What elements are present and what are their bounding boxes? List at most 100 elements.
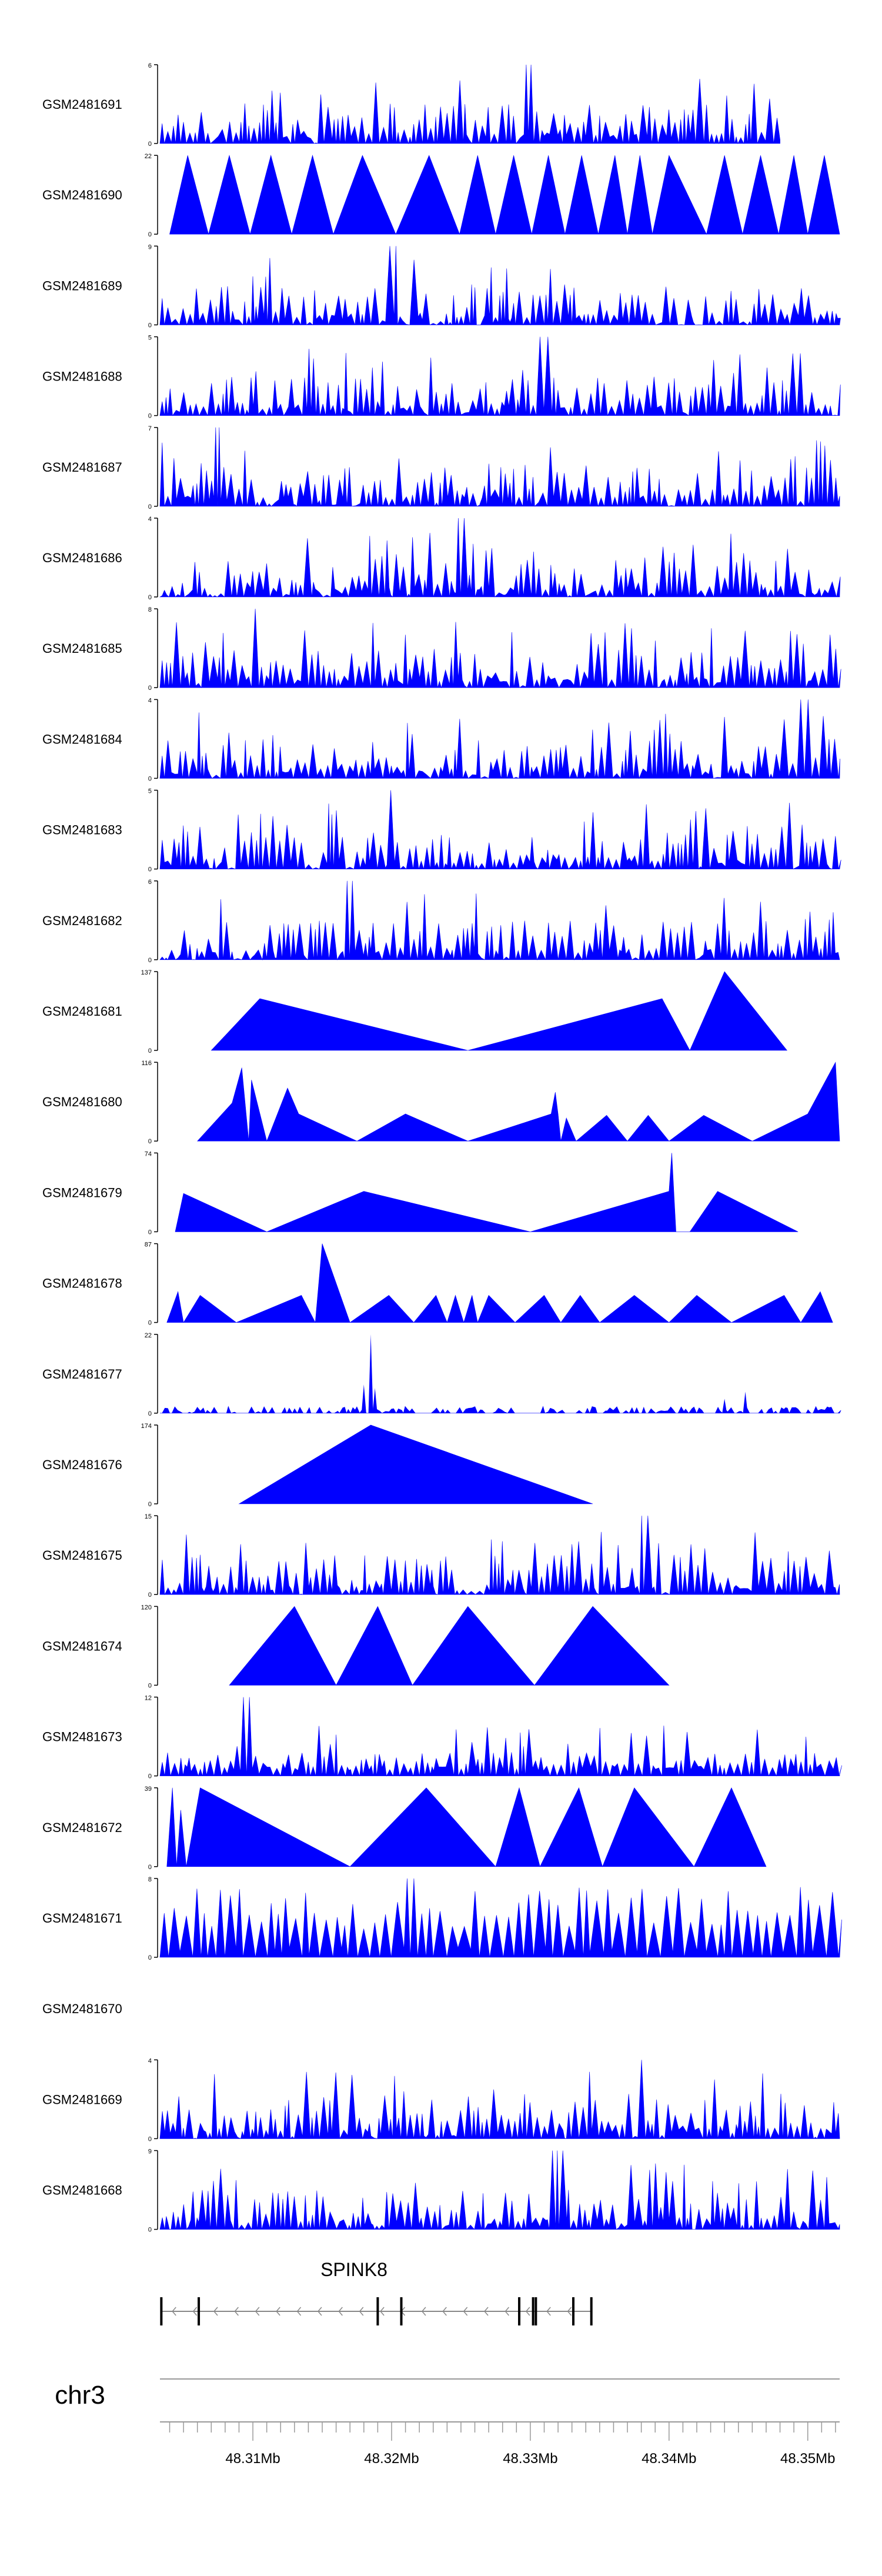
y-tick-label-zero: 0 bbox=[148, 1410, 152, 1417]
track-name: GSM2481678 bbox=[42, 1276, 122, 1291]
coverage-area bbox=[159, 427, 840, 507]
coverage-area bbox=[159, 2150, 840, 2230]
axis-tick-label: 48.34Mb bbox=[642, 2451, 696, 2467]
track-GSM2481683: GSM2481683 5 0 bbox=[42, 788, 841, 873]
track-GSM2481669: GSM2481669 4 0 bbox=[42, 2057, 840, 2143]
y-tick-label-zero: 0 bbox=[148, 2135, 152, 2143]
strand-arrow bbox=[567, 2307, 572, 2316]
y-tick-label-zero: 0 bbox=[148, 322, 152, 329]
y-tick-label-max: 39 bbox=[145, 1786, 152, 1793]
coverage-area bbox=[159, 1516, 840, 1596]
y-tick-label-zero: 0 bbox=[148, 866, 152, 873]
y-tick-label-zero: 0 bbox=[148, 1138, 152, 1145]
coverage-area bbox=[159, 790, 841, 870]
track-name: GSM2481686 bbox=[42, 550, 122, 565]
y-tick-label-max: 174 bbox=[141, 1423, 152, 1430]
y-tick-label-max: 12 bbox=[145, 1695, 152, 1702]
y-tick-label-zero: 0 bbox=[148, 503, 152, 510]
track-GSM2481677: GSM2481677 22 0 bbox=[42, 1332, 841, 1417]
y-tick-label-max: 74 bbox=[145, 1150, 152, 1157]
y-tick-label-zero: 0 bbox=[148, 1591, 152, 1599]
gene-exon bbox=[572, 2297, 575, 2325]
y-tick-label-zero: 0 bbox=[148, 1320, 152, 1327]
coverage-area bbox=[159, 1878, 842, 1958]
strand-arrow bbox=[276, 2307, 280, 2316]
coverage-area bbox=[159, 518, 841, 598]
track-GSM2481680: GSM2481680 116 0 bbox=[42, 1060, 840, 1145]
y-tick-label-zero: 0 bbox=[148, 1229, 152, 1236]
gene-label: SPINK8 bbox=[320, 2259, 387, 2280]
track-GSM2481691: GSM2481691 6 0 bbox=[42, 62, 780, 148]
track-name: GSM2481674 bbox=[42, 1639, 122, 1653]
gene-exon bbox=[534, 2297, 537, 2325]
track-name: GSM2481668 bbox=[42, 2183, 122, 2198]
coverage-area bbox=[160, 1406, 841, 1414]
strand-arrow bbox=[234, 2307, 239, 2316]
track-GSM2481675: GSM2481675 15 0 bbox=[42, 1513, 840, 1599]
track-GSM2481686: GSM2481686 4 0 bbox=[42, 516, 841, 601]
gene-exon bbox=[160, 2297, 163, 2325]
axis-tick-label: 48.35Mb bbox=[780, 2451, 835, 2467]
gene-model-track: SPINK8 bbox=[160, 2259, 593, 2325]
coverage-spike bbox=[372, 1388, 377, 1413]
strand-arrow bbox=[380, 2307, 385, 2316]
track-GSM2481685: GSM2481685 8 0 bbox=[42, 606, 841, 692]
y-tick-label-max: 120 bbox=[141, 1604, 152, 1611]
track-name: GSM2481690 bbox=[42, 188, 122, 202]
gene-exon bbox=[590, 2297, 593, 2325]
y-tick-label-zero: 0 bbox=[148, 1954, 152, 1961]
track-name: GSM2481672 bbox=[42, 1820, 122, 1835]
track-GSM2481689: GSM2481689 9 0 bbox=[42, 243, 841, 329]
y-tick-label-max: 15 bbox=[145, 1513, 152, 1520]
strand-arrow bbox=[546, 2307, 551, 2316]
track-GSM2481676: GSM2481676 174 0 bbox=[42, 1423, 593, 1508]
y-tick-label-zero: 0 bbox=[148, 1682, 152, 1689]
track-name: GSM2481682 bbox=[42, 913, 122, 928]
y-tick-label-max: 5 bbox=[148, 788, 152, 795]
coverage-area bbox=[238, 1424, 593, 1504]
track-GSM2481671: GSM2481671 8 0 bbox=[42, 1876, 842, 1961]
track-GSM2481681: GSM2481681 137 0 bbox=[42, 969, 788, 1055]
track-name: GSM2481677 bbox=[42, 1367, 122, 1382]
track-name: GSM2481680 bbox=[42, 1095, 122, 1109]
axis-tick-label: 48.33Mb bbox=[503, 2451, 557, 2467]
axis-tick-label: 48.31Mb bbox=[225, 2451, 280, 2467]
coverage-area bbox=[211, 971, 788, 1051]
track-name: GSM2481673 bbox=[42, 1730, 122, 1744]
coverage-area bbox=[159, 246, 841, 326]
track-GSM2481682: GSM2481682 6 0 bbox=[42, 879, 840, 964]
track-name: GSM2481671 bbox=[42, 1911, 122, 1926]
y-tick-label-max: 5 bbox=[148, 335, 152, 342]
y-tick-label-zero: 0 bbox=[148, 1047, 152, 1055]
track-GSM2481672: GSM2481672 39 0 bbox=[42, 1786, 767, 1871]
coverage-area bbox=[159, 336, 841, 416]
coverage-spike bbox=[368, 1334, 373, 1413]
coverage-spike bbox=[361, 1384, 366, 1413]
track-GSM2481684: GSM2481684 4 0 bbox=[42, 697, 840, 782]
y-tick-label-max: 6 bbox=[148, 879, 152, 886]
y-tick-label-zero: 0 bbox=[148, 685, 152, 692]
y-tick-label-max: 9 bbox=[148, 2148, 152, 2155]
strand-arrow bbox=[442, 2307, 447, 2316]
gene-exon bbox=[518, 2297, 521, 2325]
strand-arrow bbox=[296, 2307, 302, 2316]
strand-arrow bbox=[421, 2307, 426, 2316]
strand-arrow bbox=[213, 2307, 218, 2316]
y-tick-label-zero: 0 bbox=[148, 413, 152, 420]
coverage-area bbox=[166, 1243, 833, 1323]
y-tick-label-max: 22 bbox=[145, 153, 152, 160]
data-tracks: GSM248169160GSM2481690220GSM248168990GSM… bbox=[42, 62, 842, 2234]
y-tick-label-zero: 0 bbox=[148, 957, 152, 964]
y-tick-label-zero: 0 bbox=[148, 775, 152, 782]
track-name: GSM2481691 bbox=[42, 97, 122, 112]
gene-exon bbox=[376, 2297, 379, 2325]
strand-arrow bbox=[484, 2307, 489, 2316]
y-tick-label-zero: 0 bbox=[148, 1773, 152, 1780]
y-tick-label-zero: 0 bbox=[148, 1501, 152, 1508]
strand-arrow bbox=[192, 2307, 198, 2316]
coverage-area bbox=[159, 1697, 842, 1777]
strand-arrow bbox=[463, 2307, 468, 2316]
y-tick-label-max: 7 bbox=[148, 425, 152, 432]
coverage-area bbox=[159, 699, 840, 779]
track-name: GSM2481681 bbox=[42, 1004, 122, 1019]
